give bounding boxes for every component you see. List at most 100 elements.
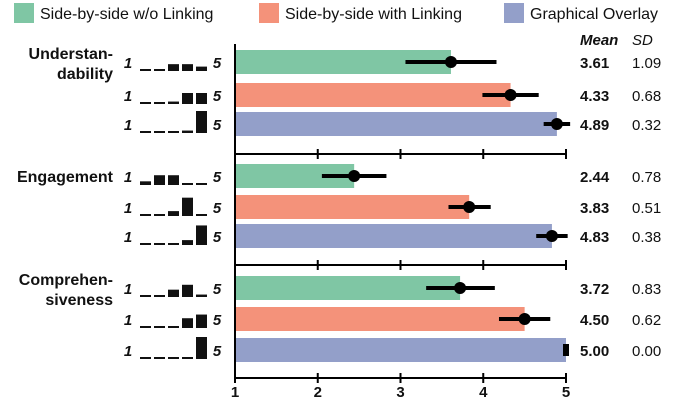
mean-value: 4.89	[580, 117, 609, 134]
hist-bar-1	[140, 357, 151, 359]
sd-value: 0.68	[632, 88, 661, 105]
legend: Side-by-side w/o Linking Side-by-side wit…	[14, 3, 658, 23]
hist-bar-5	[196, 314, 207, 328]
sd-value: 0.51	[632, 200, 661, 217]
hist-bar-2	[154, 69, 165, 71]
scale-max-label: 5	[213, 343, 222, 360]
scale-max-label: 5	[213, 200, 222, 217]
scale-max-label: 5	[213, 117, 222, 134]
group-label-line-1: Engagement	[17, 169, 114, 186]
hist-bar-4	[182, 318, 193, 328]
mean-value: 4.33	[580, 88, 609, 105]
mean-point	[518, 313, 531, 325]
bar-3	[235, 338, 566, 362]
scale-min-label: 1	[124, 281, 132, 298]
hist-bar-5	[196, 183, 207, 185]
mean-point	[348, 170, 361, 182]
bar-1	[235, 276, 461, 300]
group-label-line-2: siveness	[45, 292, 113, 309]
bar-2	[235, 307, 525, 331]
x-tick-label: 5	[562, 384, 570, 401]
hist-bar-3	[168, 326, 179, 328]
mean-point	[463, 201, 476, 213]
scale-min-label: 1	[124, 169, 132, 186]
sd-value: 0.32	[632, 117, 661, 134]
x-tick-label: 4	[479, 384, 488, 401]
scale-max-label: 5	[213, 88, 222, 105]
mean-value: 5.00	[580, 343, 609, 360]
x-tick-label: 1	[231, 384, 239, 401]
hist-bar-3	[168, 101, 179, 104]
mean-value: 2.44	[580, 169, 610, 186]
scale-max-label: 5	[213, 281, 222, 298]
sd-value: 1.09	[632, 55, 661, 72]
hist-bar-1	[140, 243, 151, 245]
x-tick-label: 3	[396, 384, 404, 401]
hist-bar-1	[140, 69, 151, 71]
group-label-line-2: dability	[57, 66, 113, 83]
mean-value: 4.50	[580, 312, 609, 329]
hist-bar-3	[168, 175, 179, 185]
hist-bar-1	[140, 295, 151, 297]
scale-max-label: 5	[213, 229, 222, 246]
scale-min-label: 1	[124, 117, 132, 134]
sd-header: SD	[632, 32, 653, 49]
hist-bar-5	[196, 214, 207, 216]
group-1: Understan-dability 1 5 3.61 1.09 1 5 4.33 0.68 1 5…	[29, 46, 661, 136]
mean-point	[504, 89, 517, 101]
hist-bar-4	[182, 93, 193, 104]
mean-value: 3.61	[580, 55, 609, 72]
hist-bar-1	[140, 214, 151, 216]
scale-min-label: 1	[124, 312, 132, 329]
hist-bar-4	[182, 284, 193, 297]
hist-bar-4	[182, 130, 193, 133]
stat-headers: Mean SD	[580, 32, 653, 49]
chart-groups: Understan-dability 1 5 3.61 1.09 1 5 4.33 0.68 1 5…	[17, 46, 661, 362]
hist-bar-3	[168, 357, 179, 359]
hist-bar-2	[154, 102, 165, 104]
hist-bar-4	[182, 357, 193, 359]
hist-bar-4	[182, 64, 193, 71]
legend-swatch-3	[504, 3, 524, 23]
hist-bar-3	[168, 64, 179, 71]
legend-swatch-2	[259, 3, 279, 23]
legend-label-1: Side-by-side w/o Linking	[40, 6, 213, 23]
mean-header: Mean	[580, 32, 618, 49]
scale-min-label: 1	[124, 88, 132, 105]
hist-bar-5	[196, 294, 207, 297]
hist-bar-3	[168, 289, 179, 297]
hist-bar-2	[154, 243, 165, 245]
hist-bar-5	[196, 337, 207, 359]
group-2: Engagement 1 5 2.44 0.78 1 5 3.83 0.51 1 5 4.83 0.38	[17, 164, 661, 248]
scale-min-label: 1	[124, 55, 132, 72]
legend-label-3: Graphical Overlay	[530, 6, 658, 23]
hist-bar-2	[154, 175, 165, 185]
mean-point	[444, 56, 457, 68]
group-label-line-1: Comprehen-	[19, 272, 113, 289]
hist-bar-2	[154, 295, 165, 297]
sd-value: 0.38	[632, 229, 661, 246]
bar-2	[235, 195, 470, 219]
mean-point	[545, 230, 558, 242]
mean-value: 4.83	[580, 229, 609, 246]
hist-bar-5	[196, 66, 207, 71]
bar-3	[235, 112, 557, 136]
scale-max-label: 5	[213, 55, 222, 72]
mean-point	[563, 344, 569, 356]
hist-bar-5	[196, 225, 207, 245]
sd-value: 0.78	[632, 169, 661, 186]
scale-max-label: 5	[213, 169, 222, 186]
scale-max-label: 5	[213, 312, 222, 329]
x-axis: 1 2 3 4 5	[231, 44, 570, 401]
hist-bar-1	[140, 181, 151, 185]
mean-value: 3.83	[580, 200, 609, 217]
hist-bar-4	[182, 183, 193, 185]
scale-min-label: 1	[124, 229, 132, 246]
sd-value: 0.83	[632, 281, 661, 298]
hist-bar-2	[154, 214, 165, 216]
hist-bar-5	[196, 111, 207, 133]
legend-swatch-1	[14, 3, 34, 23]
legend-label-2: Side-by-side with Linking	[285, 6, 462, 23]
hist-bar-2	[154, 357, 165, 359]
